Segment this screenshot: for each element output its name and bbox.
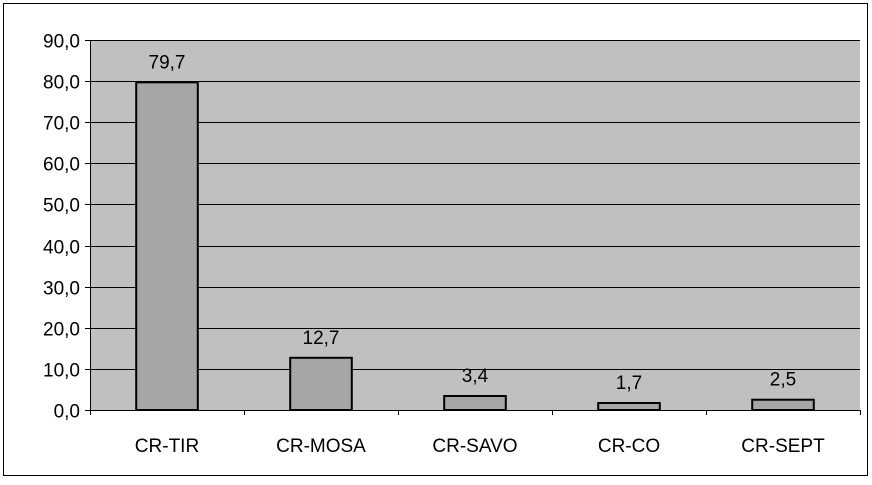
x-category-label: CR-TIR xyxy=(135,436,199,457)
plot-area xyxy=(90,40,860,410)
bar-cr-sept xyxy=(751,398,815,412)
y-tick-label: 60,0 xyxy=(43,155,80,176)
x-category-label: CR-CO xyxy=(598,436,660,457)
bar-cr-tir xyxy=(135,81,199,411)
y-tick-label: 10,0 xyxy=(43,361,80,382)
bar-cr-mosa xyxy=(289,356,353,411)
data-label: 79,7 xyxy=(149,52,186,73)
y-tick-label: 90,0 xyxy=(43,32,80,53)
data-labels: 79,7 12,7 3,4 1,7 2,5 xyxy=(149,52,797,394)
y-tick-label: 30,0 xyxy=(43,279,80,300)
axes xyxy=(85,40,861,415)
gridlines xyxy=(90,40,860,370)
x-category-label: CR-SAVO xyxy=(432,436,517,457)
bar-cr-savo xyxy=(443,395,507,411)
x-category-label: CR-MOSA xyxy=(276,436,366,457)
x-axis-category-labels: CR-TIR CR-MOSA CR-SAVO CR-CO CR-SEPT xyxy=(135,436,825,457)
y-tick-label: 0,0 xyxy=(54,402,80,423)
data-label: 3,4 xyxy=(462,366,489,387)
bar-cr-co xyxy=(597,402,661,411)
y-tick-label: 50,0 xyxy=(43,196,80,217)
x-category-label: CR-SEPT xyxy=(741,436,825,457)
data-label: 12,7 xyxy=(303,328,340,349)
data-label: 2,5 xyxy=(770,370,796,391)
y-tick-label: 40,0 xyxy=(43,238,80,259)
y-tick-label: 20,0 xyxy=(43,320,80,341)
data-label: 1,7 xyxy=(616,373,642,394)
y-axis-tick-labels: 0,0 10,0 20,0 30,0 40,0 50,0 60,0 70,0 80,0 90,0 xyxy=(43,32,80,423)
y-tick-label: 80,0 xyxy=(43,73,80,94)
y-tick-label: 70,0 xyxy=(43,114,80,135)
